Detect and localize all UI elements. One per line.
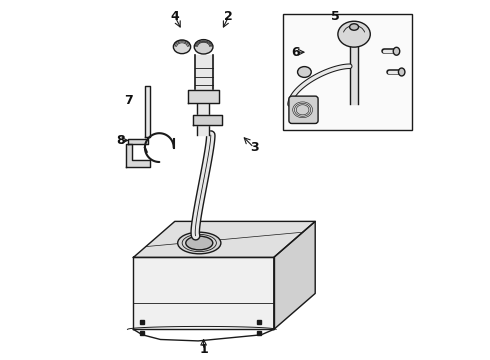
Polygon shape — [195, 55, 213, 97]
Ellipse shape — [173, 40, 191, 54]
Polygon shape — [133, 221, 315, 257]
Ellipse shape — [349, 24, 359, 30]
Ellipse shape — [178, 232, 221, 254]
Ellipse shape — [186, 236, 213, 250]
Ellipse shape — [398, 68, 405, 76]
Polygon shape — [197, 104, 209, 135]
Text: 3: 3 — [250, 141, 258, 154]
Polygon shape — [274, 221, 315, 329]
Polygon shape — [128, 139, 148, 144]
Ellipse shape — [338, 21, 370, 47]
Polygon shape — [188, 90, 220, 103]
Ellipse shape — [297, 67, 311, 77]
Ellipse shape — [194, 40, 213, 54]
Polygon shape — [350, 47, 358, 104]
Ellipse shape — [393, 47, 400, 55]
Text: 7: 7 — [123, 94, 132, 107]
Polygon shape — [193, 115, 221, 125]
Text: 1: 1 — [199, 343, 208, 356]
Text: 2: 2 — [224, 10, 233, 23]
Text: 6: 6 — [291, 46, 300, 59]
Bar — [283, 14, 413, 130]
FancyBboxPatch shape — [289, 96, 318, 123]
Polygon shape — [126, 144, 149, 167]
Polygon shape — [145, 86, 150, 137]
Polygon shape — [133, 257, 274, 329]
Text: 4: 4 — [171, 10, 179, 23]
Text: 8: 8 — [117, 134, 125, 147]
Text: 5: 5 — [331, 10, 340, 23]
